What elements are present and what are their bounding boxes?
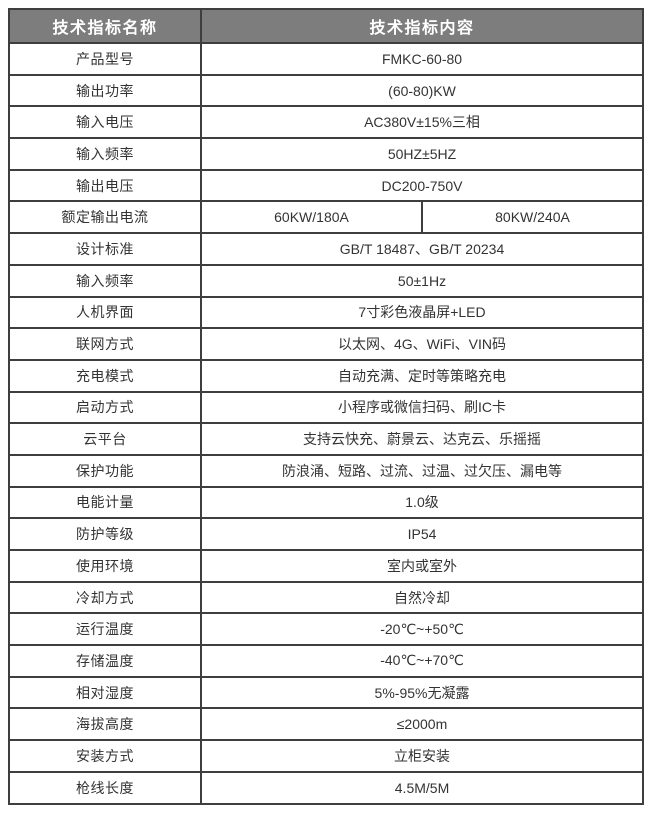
header-name-column: 技术指标名称	[8, 8, 202, 44]
table-row: 产品型号 FMKC-60-80	[8, 42, 645, 76]
table-row: 相对湿度 5%-95%无凝露	[8, 675, 645, 710]
spec-value: 室内或室外	[199, 549, 645, 583]
spec-label: 安装方式	[8, 739, 202, 773]
table-row: 云平台 支持云快充、蔚景云、达克云、乐摇摇	[8, 422, 645, 456]
spec-value: 支持云快充、蔚景云、达克云、乐摇摇	[199, 422, 645, 456]
spec-label: 保护功能	[8, 453, 202, 488]
table-row: 运行温度 -20℃~+50℃	[8, 612, 645, 647]
spec-label: 存储温度	[8, 644, 202, 678]
table-row: 输入频率 50HZ±5HZ	[8, 137, 645, 171]
spec-value: 5%-95%无凝露	[199, 675, 645, 710]
spec-value: 立柜安装	[199, 739, 645, 773]
spec-value: FMKC-60-80	[199, 42, 645, 76]
table-row: 防护等级 IP54	[8, 517, 645, 551]
table-row: 设计标准 GB/T 18487、GB/T 20234	[8, 232, 645, 266]
spec-label: 联网方式	[8, 327, 202, 361]
spec-label: 云平台	[8, 422, 202, 456]
table-row-rated-current: 额定输出电流 60KW/180A 80KW/240A	[8, 200, 645, 235]
spec-label: 输出电压	[8, 168, 202, 203]
table-row: 枪线长度 4.5M/5M	[8, 770, 645, 805]
table-row: 输入频率 50±1Hz	[8, 263, 645, 298]
table-row: 安装方式 立柜安装	[8, 739, 645, 773]
table-row: 存储温度 -40℃~+70℃	[8, 644, 645, 678]
spec-label: 使用环境	[8, 549, 202, 583]
spec-label: 输入频率	[8, 137, 202, 171]
table-row: 使用环境 室内或室外	[8, 549, 645, 583]
spec-value: 自动充满、定时等策略充电	[199, 358, 645, 393]
table-row: 启动方式 小程序或微信扫码、刷IC卡	[8, 390, 645, 425]
spec-value: 以太网、4G、WiFi、VIN码	[199, 327, 645, 361]
spec-label: 启动方式	[8, 390, 202, 425]
table-header-row: 技术指标名称 技术指标内容	[8, 8, 645, 44]
spec-value: 小程序或微信扫码、刷IC卡	[199, 390, 645, 425]
spec-label: 输入电压	[8, 105, 202, 140]
spec-label: 充电模式	[8, 358, 202, 393]
spec-label: 输出功率	[8, 73, 202, 108]
spec-label: 电能计量	[8, 485, 202, 520]
spec-value: 1.0级	[199, 485, 645, 520]
spec-value: GB/T 18487、GB/T 20234	[199, 232, 645, 266]
table-row: 冷却方式 自然冷却	[8, 580, 645, 615]
table-row: 电能计量 1.0级	[8, 485, 645, 520]
spec-value-80kw: 80KW/240A	[420, 200, 645, 235]
spec-value-60kw: 60KW/180A	[200, 200, 423, 235]
spec-value: IP54	[199, 517, 645, 551]
spec-label: 防护等级	[8, 517, 202, 551]
spec-label: 设计标准	[8, 232, 202, 266]
spec-label: 产品型号	[8, 42, 202, 76]
table-row: 输入电压 AC380V±15%三相	[8, 105, 645, 140]
table-row: 充电模式 自动充满、定时等策略充电	[8, 358, 645, 393]
spec-value: 7寸彩色液晶屏+LED	[199, 295, 645, 330]
spec-label: 相对湿度	[8, 675, 202, 710]
spec-value: 50HZ±5HZ	[199, 137, 645, 171]
spec-value: 防浪涌、短路、过流、过温、过欠压、漏电等	[199, 453, 645, 488]
table-row: 海拔高度 ≤2000m	[8, 707, 645, 742]
spec-value: 自然冷却	[199, 580, 645, 615]
header-content-column: 技术指标内容	[199, 8, 645, 44]
spec-value: ≤2000m	[199, 707, 645, 742]
spec-value: AC380V±15%三相	[199, 105, 645, 140]
spec-label: 枪线长度	[8, 770, 202, 805]
spec-label: 冷却方式	[8, 580, 202, 615]
table-row: 保护功能 防浪涌、短路、过流、过温、过欠压、漏电等	[8, 453, 645, 488]
spec-label: 额定输出电流	[8, 200, 202, 235]
spec-value: (60-80)KW	[199, 73, 645, 108]
spec-table: 技术指标名称 技术指标内容 产品型号 FMKC-60-80 输出功率 (60-8…	[8, 8, 645, 805]
spec-value: 4.5M/5M	[199, 770, 645, 805]
spec-value: -40℃~+70℃	[199, 644, 645, 678]
spec-value: DC200-750V	[199, 168, 645, 203]
spec-label: 输入频率	[8, 263, 202, 298]
spec-label: 人机界面	[8, 295, 202, 330]
spec-value: 50±1Hz	[199, 263, 645, 298]
table-row: 人机界面 7寸彩色液晶屏+LED	[8, 295, 645, 330]
table-row: 输出电压 DC200-750V	[8, 168, 645, 203]
spec-value: -20℃~+50℃	[199, 612, 645, 647]
table-row: 输出功率 (60-80)KW	[8, 73, 645, 108]
table-row: 联网方式 以太网、4G、WiFi、VIN码	[8, 327, 645, 361]
spec-label: 海拔高度	[8, 707, 202, 742]
spec-label: 运行温度	[8, 612, 202, 647]
